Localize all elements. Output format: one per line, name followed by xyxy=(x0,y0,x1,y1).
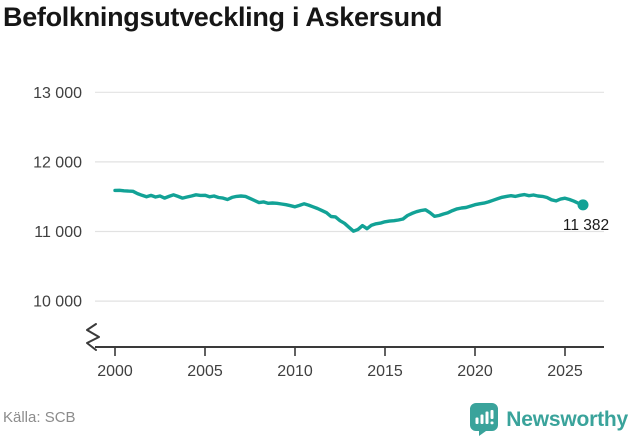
y-axis-tick-label: 12 000 xyxy=(33,154,82,171)
x-axis-tick-label: 2015 xyxy=(367,363,403,380)
newsworthy-wordmark: Newsworthy xyxy=(506,407,628,431)
population-line-chart: 10 000 11 000 12 000 13 000 2000 2005 2010 2015… xyxy=(33,85,609,380)
population-line xyxy=(113,188,585,233)
y-axis-tick-label: 11 000 xyxy=(34,224,82,241)
x-axis-tick-label: 2005 xyxy=(187,363,223,380)
bar-chart-exclamation-badge-icon xyxy=(470,403,499,436)
last-value-label: 11 382 xyxy=(563,217,609,234)
x-axis-tick-label: 2020 xyxy=(457,363,493,380)
chart-title: Befolkningsutveckling i Askersund xyxy=(3,2,443,32)
newsworthy-logo: Newsworthy xyxy=(470,403,628,436)
source-label: Källa: SCB xyxy=(3,409,76,426)
y-axis-tick-label: 10 000 xyxy=(33,294,82,311)
x-axis-tick-label: 2025 xyxy=(547,363,583,380)
x-axis-tick-label: 2010 xyxy=(277,363,313,380)
y-axis-tick-label: 13 000 xyxy=(33,85,82,102)
x-axis-tick-label: 2000 xyxy=(97,363,133,380)
last-point-dot xyxy=(577,199,589,211)
axis-break-icon xyxy=(86,323,100,351)
